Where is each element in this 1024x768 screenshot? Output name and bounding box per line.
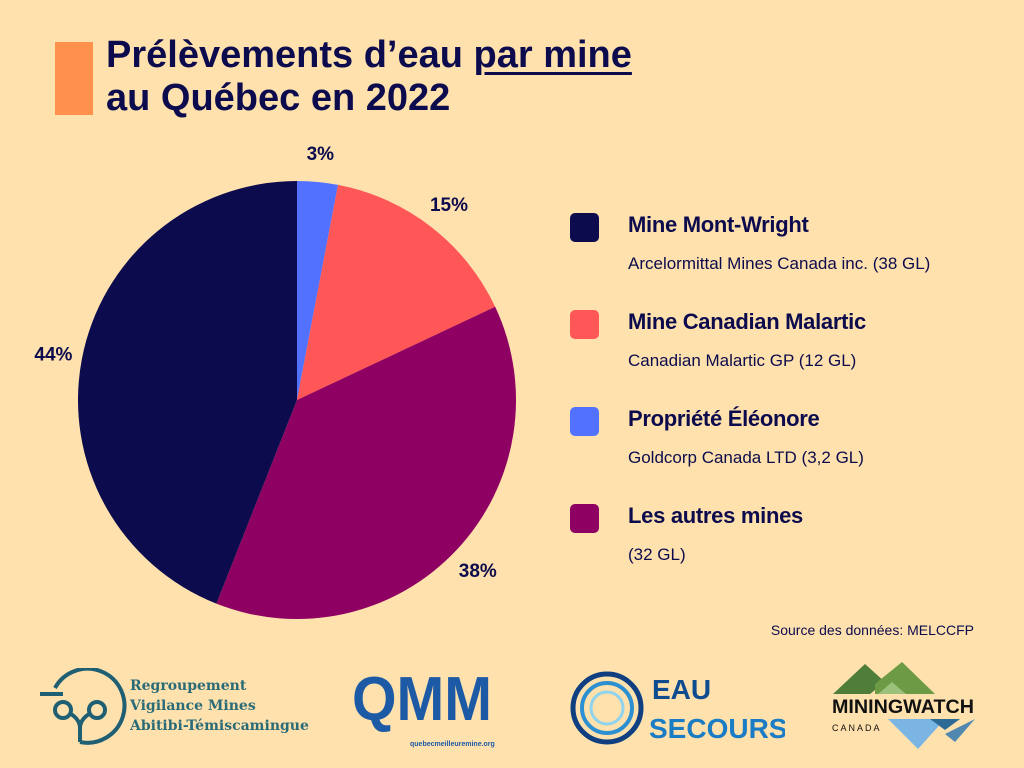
title-accent-bar xyxy=(55,42,93,115)
rvm-line3: Abitibi-Témiscamingue xyxy=(129,718,309,734)
title-line2: au Québec en 2022 xyxy=(106,77,451,119)
miningwatch-logo: MININGWATCH CANADA xyxy=(832,662,975,749)
eau-line1: EAU xyxy=(652,674,711,705)
source-note: Source des données: MELCCFP xyxy=(770,622,974,638)
rvm-logo: Regroupement Vigilance Mines Abitibi-Tém… xyxy=(40,668,309,745)
qmm-logo: QMM quebecmeilleuremine.org xyxy=(352,670,495,748)
legend-sub: Goldcorp Canada LTD (3,2 GL) xyxy=(628,448,864,467)
pie-label-1: 15% xyxy=(430,195,468,216)
pie-label-2: 38% xyxy=(459,561,497,582)
pie-slice-0 xyxy=(297,181,339,400)
legend-sub: Canadian Malartic GP (12 GL) xyxy=(628,351,857,370)
legend-name: Propriété Éléonore xyxy=(628,406,820,431)
title-underlined: par mine xyxy=(473,34,632,76)
legend-swatch xyxy=(570,310,599,339)
legend-sub: Arcelormittal Mines Canada inc. (38 GL) xyxy=(628,254,931,273)
pie-slice-1 xyxy=(297,184,496,400)
legend-swatch xyxy=(570,213,599,242)
rvm-line2: Vigilance Mines xyxy=(129,698,256,714)
qmm-mark: QMM xyxy=(352,670,492,734)
eau-secours-logo: EAU SECOURS xyxy=(570,671,785,745)
eau-line2: SECOURS xyxy=(649,713,785,744)
miningwatch-name: MININGWATCH xyxy=(832,697,974,718)
qmm-url: quebecmeilleuremine.org xyxy=(410,741,495,748)
legend-name: Les autres mines xyxy=(628,503,803,528)
legend-name: Mine Mont-Wright xyxy=(628,212,809,237)
pie-label-3: 44% xyxy=(34,345,72,366)
pie-slice-2 xyxy=(216,306,516,620)
legend-sub: (32 GL) xyxy=(628,545,686,564)
legend-name: Mine Canadian Malartic xyxy=(628,309,866,334)
title-line1: Prélèvements d’eau xyxy=(106,34,474,76)
miningwatch-country: CANADA xyxy=(832,723,882,733)
legend-swatch xyxy=(570,407,599,436)
legend-swatch xyxy=(570,504,599,533)
page-title: Prélèvements d’eau par mine au Québec en… xyxy=(106,34,632,120)
pie-slice-3 xyxy=(78,181,297,604)
pie-label-0: 3% xyxy=(307,144,335,165)
rvm-line1: Regroupement xyxy=(130,678,247,694)
